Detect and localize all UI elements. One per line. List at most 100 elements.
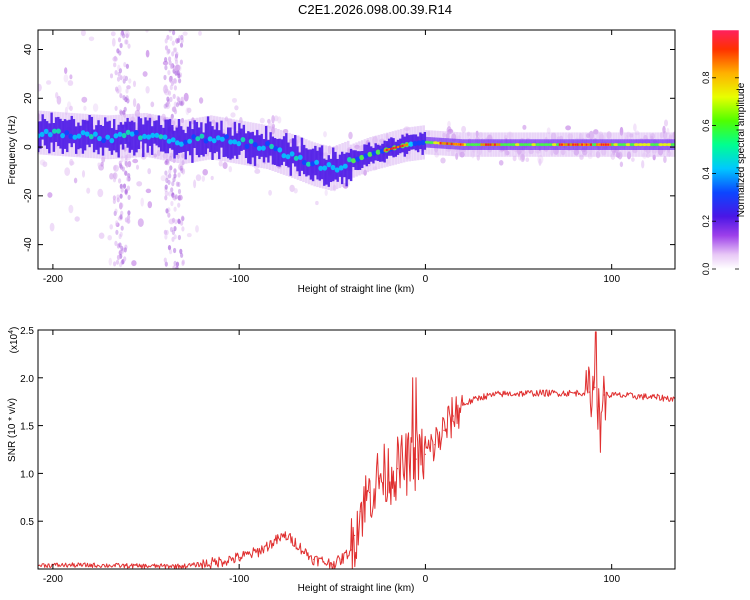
spectrogram-noise-mark bbox=[110, 31, 116, 37]
spectrogram-noise-mark bbox=[175, 265, 179, 269]
spectrogram-noise-mark bbox=[168, 30, 172, 33]
spectrogram-ridge bbox=[666, 143, 672, 147]
spectrogram-peak bbox=[578, 143, 581, 146]
spectrogram-noise-mark bbox=[164, 195, 168, 201]
spectrogram-band bbox=[202, 132, 205, 157]
spectrogram-band bbox=[278, 138, 281, 167]
spectrogram-ridge bbox=[240, 137, 246, 143]
spectrogram-band bbox=[166, 119, 170, 154]
spectrogram-ytick-label: 0 bbox=[23, 144, 34, 150]
spectrogram-ridge bbox=[326, 162, 332, 168]
snr-xtick-label: 100 bbox=[603, 574, 620, 585]
spectrogram-noise-mark bbox=[80, 30, 86, 37]
spectrogram-band bbox=[231, 135, 234, 159]
snr-data-point bbox=[89, 564, 91, 566]
spectrogram-band bbox=[184, 133, 187, 160]
spectrogram-ytick-label: -40 bbox=[23, 237, 34, 252]
spectrogram-ridge bbox=[174, 140, 180, 146]
snr-series-line bbox=[38, 331, 675, 569]
spectrogram-band bbox=[150, 126, 154, 155]
spectrogram-band bbox=[59, 118, 62, 149]
spectrogram-noise-mark bbox=[167, 212, 171, 218]
spectrogram-noise-mark bbox=[218, 160, 223, 167]
spectrogram-noise-mark bbox=[180, 168, 184, 174]
spectrogram-noise-mark bbox=[273, 115, 279, 122]
spectrogram-band bbox=[48, 123, 51, 154]
spectrogram-ridge bbox=[162, 134, 168, 140]
spectrogram-peak bbox=[397, 145, 400, 149]
spectrogram-noise-mark bbox=[633, 123, 637, 132]
spectrogram-noise-mark bbox=[145, 30, 149, 33]
spectrogram-ridge bbox=[527, 143, 533, 147]
spectrogram-noise-mark bbox=[128, 78, 132, 84]
spectrogram-noise-mark bbox=[112, 177, 117, 183]
spectrogram-band bbox=[249, 132, 252, 165]
spectrogram-noise-mark bbox=[73, 30, 77, 31]
spectrogram-noise-mark bbox=[171, 192, 175, 198]
spectrogram-noise-mark bbox=[132, 158, 139, 164]
snr-data-point bbox=[387, 472, 389, 474]
spectrogram-noise-mark bbox=[125, 39, 129, 45]
spectrogram-band bbox=[124, 121, 127, 144]
spectrogram-peak bbox=[558, 143, 561, 146]
spectrogram-ridge bbox=[551, 143, 557, 147]
spectrogram-ridge bbox=[76, 133, 82, 139]
spectrogram-peak bbox=[383, 149, 386, 152]
spectrogram-noise-mark bbox=[177, 181, 181, 187]
spectrogram-noise-mark bbox=[120, 245, 124, 251]
spectrogram-noise-mark bbox=[259, 117, 265, 124]
snr-data-point bbox=[611, 394, 613, 396]
spectrogram-band bbox=[329, 158, 333, 183]
spectrogram-ridge bbox=[338, 165, 344, 171]
colorbar-gradient bbox=[712, 30, 739, 269]
spectrogram-band bbox=[162, 127, 165, 152]
spectrogram-noise-mark bbox=[123, 247, 127, 253]
spectrogram-peak bbox=[443, 142, 446, 145]
spectrogram-ridge bbox=[64, 130, 70, 136]
spectrogram-noise-mark bbox=[118, 202, 123, 210]
spectrogram-noise-mark bbox=[173, 85, 177, 91]
spectrogram-noise-mark bbox=[168, 173, 172, 179]
spectrogram-noise-mark bbox=[181, 259, 185, 265]
spectrogram-noise-mark bbox=[179, 165, 183, 171]
spectrogram-peak bbox=[452, 142, 455, 146]
spectrogram-band bbox=[211, 126, 214, 160]
spectrogram-noise-mark bbox=[127, 218, 131, 224]
spectrogram-noise-mark bbox=[166, 96, 170, 102]
spectrogram-noise-mark bbox=[169, 63, 174, 69]
spectrogram-noise-mark bbox=[165, 174, 169, 180]
spectrogram-peak bbox=[484, 143, 487, 146]
spectrogram-ytick-label: 20 bbox=[23, 92, 34, 104]
spectrogram-noise-mark bbox=[164, 184, 168, 190]
spectrogram-peak bbox=[587, 143, 590, 146]
spectrogram-noise-mark bbox=[173, 247, 177, 254]
spectrogram-peak bbox=[563, 143, 566, 146]
spectrogram-noise-mark bbox=[120, 187, 124, 193]
spectrogram-noise-mark bbox=[289, 184, 295, 193]
spectrogram-noise-mark bbox=[118, 178, 122, 184]
spectrogram-ridge bbox=[195, 136, 201, 142]
spectrogram-noise-mark bbox=[49, 222, 55, 232]
spectrogram-noise-mark bbox=[122, 110, 126, 116]
spectrogram-ridge bbox=[510, 143, 516, 147]
spectrogram-noise-mark bbox=[173, 168, 177, 174]
spectrogram-ridge bbox=[293, 155, 299, 161]
spectrogram-noise-mark bbox=[164, 234, 168, 240]
spectrogram-noise-mark bbox=[124, 170, 128, 176]
spectrogram-noise-mark bbox=[98, 232, 105, 239]
spectrogram-ridge bbox=[220, 136, 225, 142]
spectrogram-noise-mark bbox=[167, 179, 171, 185]
spectrogram-ridge bbox=[379, 148, 385, 154]
spectrogram-noise-mark bbox=[170, 80, 174, 86]
colorbar-tick-label: 0.4 bbox=[701, 167, 711, 180]
spectrogram-noise-mark bbox=[108, 257, 113, 266]
spectrogram-band bbox=[41, 114, 44, 140]
spectrogram-noise-mark bbox=[88, 36, 95, 42]
spectrogram-noise-mark bbox=[114, 105, 118, 111]
spectrogram-band bbox=[68, 119, 71, 144]
spectrogram-ridge bbox=[273, 146, 279, 152]
spectrogram-ridge bbox=[367, 151, 373, 157]
spectrogram-noise-mark bbox=[115, 220, 119, 226]
spectrogram-ridge bbox=[297, 154, 303, 160]
spectrogram-noise-mark bbox=[181, 216, 185, 222]
